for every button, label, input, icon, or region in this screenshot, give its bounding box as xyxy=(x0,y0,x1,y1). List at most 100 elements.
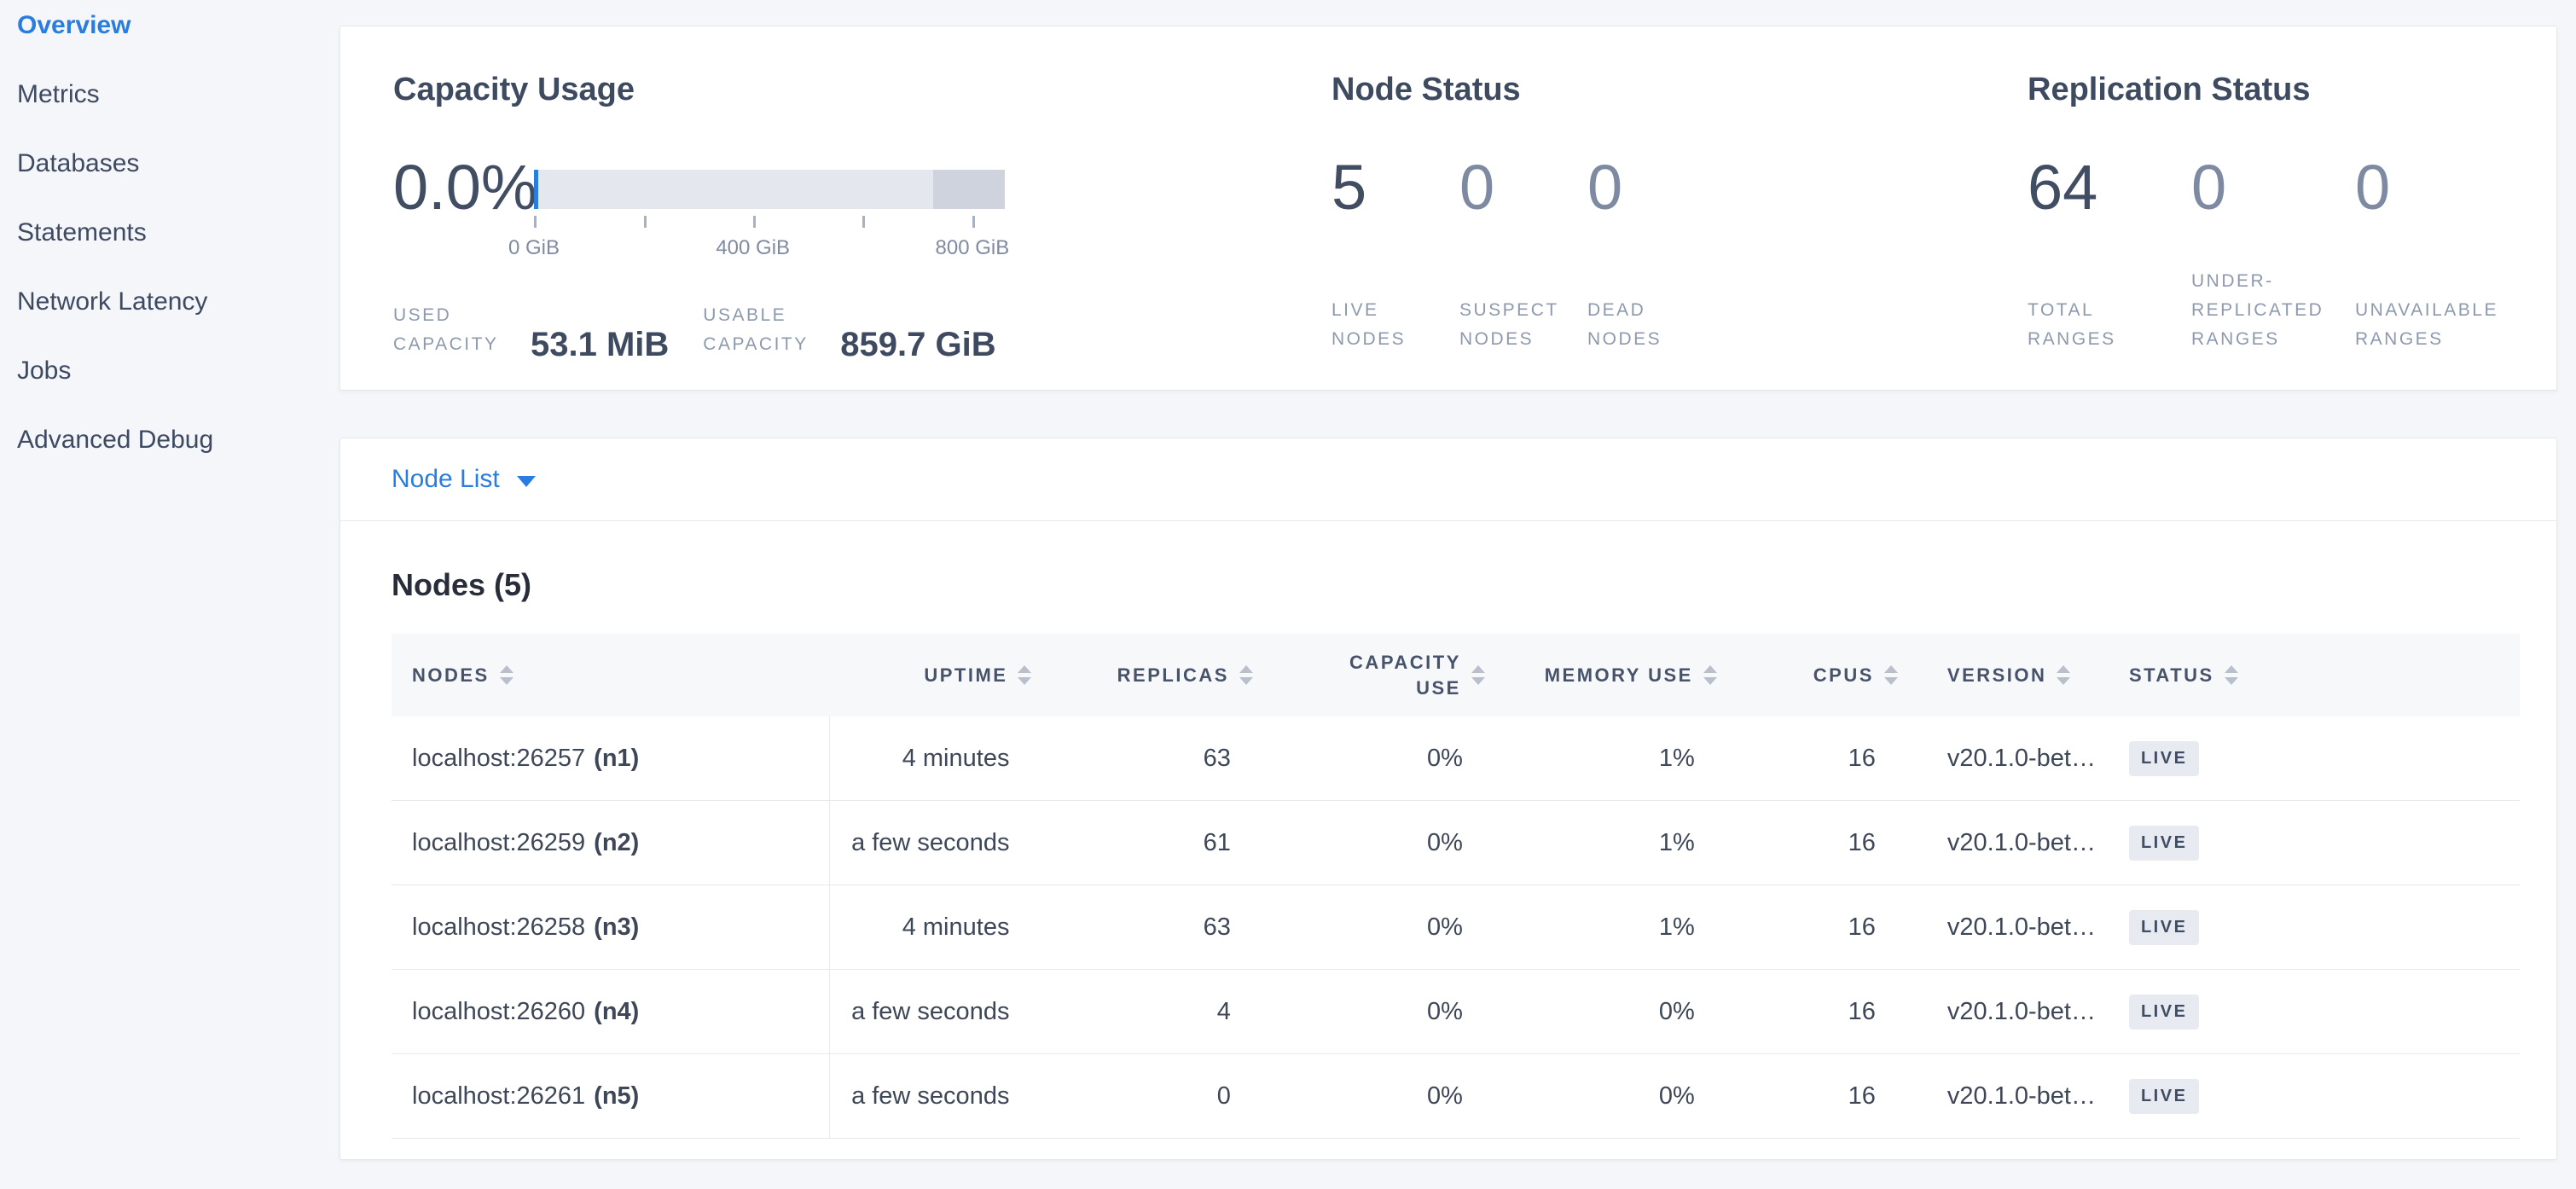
dead-nodes-value: 0 xyxy=(1587,152,1623,223)
node-name-cell[interactable]: localhost:26257 (n1) xyxy=(392,716,830,800)
suspect-nodes-value: 0 xyxy=(1459,152,1495,223)
table-row: localhost:26257 (n1) 4 minutes 63 0% 1% … xyxy=(392,716,2520,801)
axis-tick xyxy=(752,216,756,228)
under-replicated-ranges-stat: 0 UNDER-REPLICATED RANGES xyxy=(2191,149,2355,354)
nodes-table-area: Nodes (5) NODES UPTIME REPLICAS xyxy=(340,521,2556,1139)
chevron-down-icon xyxy=(516,476,536,487)
status-badge: LIVE xyxy=(2128,909,2200,945)
version-cell: v20.1.0-bet… xyxy=(1947,1082,2096,1110)
sidebar-item-metrics[interactable]: Metrics xyxy=(17,79,100,108)
column-header-memory-use[interactable]: MEMORY USE xyxy=(1500,634,1732,716)
sidebar-item-advanced-debug[interactable]: Advanced Debug xyxy=(17,425,214,454)
live-nodes-stat: 5 LIVE NODES xyxy=(1332,149,1459,354)
cpus-cell: 16 xyxy=(1848,1082,1876,1110)
sort-icon xyxy=(1018,665,1032,685)
cpus-cell: 16 xyxy=(1848,828,1876,856)
capacity-bar-dark-segment xyxy=(932,170,1005,209)
uptime-cell: a few seconds xyxy=(851,997,1010,1025)
axis-tick-label: 400 GiB xyxy=(716,236,791,259)
sort-icon xyxy=(1471,665,1485,685)
capacity-usage-section: Capacity Usage 0.0% 0 GiB 40 xyxy=(340,26,1332,390)
replicas-cell: 0 xyxy=(1216,1082,1231,1110)
node-name-cell[interactable]: localhost:26258 (n3) xyxy=(392,885,830,969)
version-cell: v20.1.0-bet… xyxy=(1947,997,2096,1025)
nodes-table: NODES UPTIME REPLICAS CAPACITY USE xyxy=(392,634,2520,1139)
status-badge: LIVE xyxy=(2128,994,2200,1030)
used-capacity-value: 53.1 MiB xyxy=(531,326,670,363)
column-header-status[interactable]: STATUS xyxy=(2098,634,2520,716)
node-name-cell[interactable]: localhost:26259 (n2) xyxy=(392,801,830,884)
unavailable-ranges-stat: 0 UNAVAILABLE RANGES xyxy=(2355,149,2519,354)
uptime-cell: a few seconds xyxy=(851,828,1010,856)
node-list-card: Node List Nodes (5) NODES UPTIME xyxy=(339,438,2557,1160)
status-cell: LIVE xyxy=(2098,801,2520,884)
capacity-bar-used-segment xyxy=(534,170,538,209)
replication-status-title: Replication Status xyxy=(2028,72,2311,107)
sort-icon xyxy=(2057,665,2071,685)
capacity-usage-title: Capacity Usage xyxy=(393,72,635,107)
table-row: localhost:26259 (n2) a few seconds 61 0%… xyxy=(392,801,2520,885)
table-row: localhost:26260 (n4) a few seconds 4 0% … xyxy=(392,970,2520,1054)
node-name-cell[interactable]: localhost:26260 (n4) xyxy=(392,970,830,1053)
cpus-cell: 16 xyxy=(1848,997,1876,1025)
table-row: localhost:26261 (n5) a few seconds 0 0% … xyxy=(392,1054,2520,1139)
usable-capacity-stat: USABLE CAPACITY 859.7 GiB xyxy=(703,301,995,363)
version-cell: v20.1.0-bet… xyxy=(1947,913,2096,941)
capacity-use-cell: 0% xyxy=(1426,828,1463,856)
cpus-cell: 16 xyxy=(1848,744,1876,772)
used-capacity-label: USED CAPACITY xyxy=(393,305,499,354)
usable-capacity-value: 859.7 GiB xyxy=(840,326,996,363)
capacity-bar-axis: 0 GiB 400 GiB 800 GiB xyxy=(508,216,1009,267)
sort-icon xyxy=(1703,665,1717,685)
axis-tick xyxy=(862,216,866,228)
memory-use-cell: 0% xyxy=(1658,997,1695,1025)
sidebar-item-jobs[interactable]: Jobs xyxy=(17,356,72,385)
live-nodes-value: 5 xyxy=(1332,152,1367,223)
column-header-uptime[interactable]: UPTIME xyxy=(830,634,1047,716)
replicas-cell: 63 xyxy=(1203,913,1231,941)
cpus-cell: 16 xyxy=(1848,913,1876,941)
axis-tick-label: 0 GiB xyxy=(508,236,560,259)
node-name-cell[interactable]: localhost:26261 (n5) xyxy=(392,1054,830,1138)
under-replicated-ranges-value: 0 xyxy=(2191,152,2227,223)
replication-status-section: Replication Status 64 TOTAL RANGES 0 UND… xyxy=(2028,26,2556,390)
sidebar-item-overview[interactable]: Overview xyxy=(17,10,131,39)
column-header-replicas[interactable]: REPLICAS xyxy=(1047,634,1268,716)
usable-capacity-label: USABLE CAPACITY xyxy=(703,305,809,354)
column-header-nodes[interactable]: NODES xyxy=(392,634,830,716)
sidebar-item-network-latency[interactable]: Network Latency xyxy=(17,287,208,316)
replicas-cell: 61 xyxy=(1203,828,1231,856)
capacity-use-cell: 0% xyxy=(1426,744,1463,772)
uptime-cell: a few seconds xyxy=(851,1082,1010,1110)
column-header-cpus[interactable]: CPUS xyxy=(1732,634,1913,716)
sidebar-item-statements[interactable]: Statements xyxy=(17,218,147,246)
live-nodes-label: LIVE NODES xyxy=(1332,300,1407,349)
capacity-used-percent: 0.0% xyxy=(393,152,537,223)
sidebar: Overview Metrics Databases Statements Ne… xyxy=(0,0,339,1180)
uptime-cell: 4 minutes xyxy=(902,913,1010,941)
replicas-cell: 4 xyxy=(1216,997,1231,1025)
capacity-use-cell: 0% xyxy=(1426,1082,1463,1110)
column-header-capacity-use[interactable]: CAPACITY USE xyxy=(1268,634,1500,716)
dead-nodes-stat: 0 DEAD NODES xyxy=(1587,149,1715,354)
under-replicated-ranges-label: UNDER-REPLICATED RANGES xyxy=(2191,271,2324,349)
dead-nodes-label: DEAD NODES xyxy=(1587,300,1662,349)
table-header-row: NODES UPTIME REPLICAS CAPACITY USE xyxy=(392,634,2520,716)
memory-use-cell: 0% xyxy=(1658,1082,1695,1110)
total-ranges-label: TOTAL RANGES xyxy=(2028,300,2116,349)
status-badge: LIVE xyxy=(2128,825,2200,861)
uptime-cell: 4 minutes xyxy=(902,744,1010,772)
capacity-use-cell: 0% xyxy=(1426,913,1463,941)
suspect-nodes-label: SUSPECT NODES xyxy=(1459,300,1559,349)
capacity-bar-chart: 0 GiB 400 GiB 800 GiB xyxy=(508,170,1009,267)
sort-icon xyxy=(2224,665,2238,685)
status-cell: LIVE xyxy=(2098,885,2520,969)
capacity-use-cell: 0% xyxy=(1426,997,1463,1025)
replicas-cell: 63 xyxy=(1203,744,1231,772)
unavailable-ranges-label: UNAVAILABLE RANGES xyxy=(2355,300,2498,349)
view-selector-dropdown[interactable]: Node List xyxy=(340,438,2556,521)
column-header-version[interactable]: VERSION xyxy=(1913,634,2098,716)
sort-icon xyxy=(1239,665,1253,685)
memory-use-cell: 1% xyxy=(1658,828,1695,856)
sidebar-item-databases[interactable]: Databases xyxy=(17,148,140,177)
